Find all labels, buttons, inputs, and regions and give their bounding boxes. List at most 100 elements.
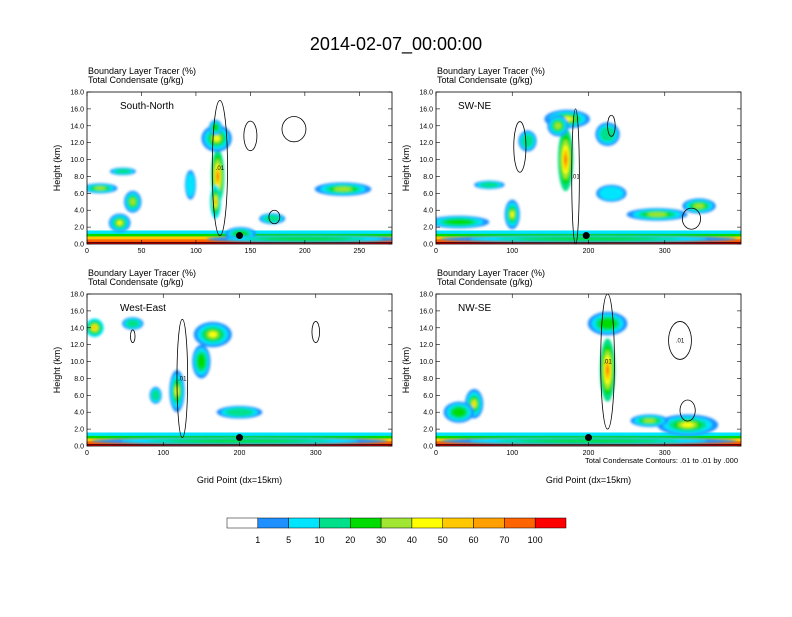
panel-header-field-1: Boundary Layer Tracer (%) (88, 268, 196, 278)
condensate-contour-1 (311, 321, 320, 343)
plume-1-level-40 (213, 135, 220, 142)
colorbar-label: 20 (345, 535, 355, 545)
y-tick-label: 2.0 (423, 427, 433, 434)
panels-group: Boundary Layer Tracer (%) Total Condensat… (52, 66, 742, 485)
y-tick-label: 8.0 (74, 376, 84, 383)
location-marker (236, 232, 243, 240)
y-tick-label: 2.0 (74, 225, 84, 232)
x-tick-label: 200 (583, 450, 595, 457)
y-tick-label: 6.0 (74, 191, 84, 198)
y-tick-label: 18.0 (70, 90, 84, 97)
plume-8-level-30 (693, 203, 705, 209)
condensate-contour-0 (211, 100, 228, 236)
y-tick-label: 16.0 (419, 106, 433, 113)
panel-3: Boundary Layer Tracer (%)Total Condensat… (52, 268, 393, 485)
condensate-contour-3 (268, 209, 281, 225)
condensate-contour-1 (243, 120, 258, 152)
panel-name: West-East (120, 303, 166, 314)
y-tick-label: 0.0 (74, 242, 84, 249)
x-axis-label: Grid Point (dx=15km) (197, 475, 282, 485)
colorbar-label: 60 (469, 535, 479, 545)
colorbar-box (504, 517, 536, 529)
y-tick-label: 10.0 (70, 157, 84, 164)
contour-label-0: .01 (603, 360, 612, 366)
plume-4-level-30 (94, 186, 106, 190)
plume-9-level-10 (479, 182, 499, 188)
y-tick-label: 4.0 (74, 410, 84, 417)
plume-5-level-10 (521, 134, 534, 148)
y-tick-label: 16.0 (70, 308, 84, 315)
y-tick-label: 2.0 (423, 225, 433, 232)
plume-2-level-20 (197, 353, 206, 370)
y-tick-label: 4.0 (423, 208, 433, 215)
colorbar-box (380, 517, 413, 529)
plume-4-level-40 (681, 422, 694, 427)
plume-5-level-10 (225, 408, 254, 417)
plot-frame (86, 91, 393, 245)
y-tick-label: 0.0 (74, 444, 84, 451)
x-tick-label: 0 (85, 248, 89, 255)
x-tick-label: 100 (157, 450, 169, 457)
plume-6-level-40 (117, 221, 122, 225)
x-tick-label: 0 (434, 248, 438, 255)
y-tick-label: 6.0 (423, 191, 433, 198)
plume-12-level-20 (259, 237, 350, 241)
plume-2-level-30 (554, 122, 562, 130)
y-tick-label: 12.0 (70, 140, 84, 147)
x-tick-label: 300 (659, 248, 671, 255)
y-tick-label: 14.0 (70, 325, 84, 332)
plume-3-level-20 (451, 407, 466, 418)
y-axis-label: Height (km) (401, 347, 411, 394)
colorbar-box (226, 517, 259, 529)
colorbar: 1 5 10 20 30 40 50 60 70 100 (226, 517, 567, 545)
plume-7-level-10 (114, 169, 132, 174)
plume-10-level-30 (333, 186, 353, 192)
condensate-contour-3 (681, 207, 701, 230)
y-tick-label: 18.0 (419, 90, 433, 97)
y-tick-label: 12.0 (419, 140, 433, 147)
colorbar-label: 10 (314, 535, 324, 545)
colorbar-box (442, 517, 474, 529)
y-tick-label: 10.0 (419, 359, 433, 366)
contour-note: Total Condensate Contours: .01 to .01 by… (585, 456, 738, 465)
condensate-contour-2 (607, 114, 616, 137)
y-tick-label: 12.0 (419, 342, 433, 349)
tracer-plumes (87, 119, 392, 243)
colorbar-box (257, 517, 289, 529)
plume-7-level-30 (647, 212, 667, 217)
colorbar-label: 40 (407, 535, 417, 545)
plume-0-level-70 (564, 155, 567, 164)
x-tick-label: 100 (190, 248, 202, 255)
y-tick-label: 0.0 (423, 444, 433, 451)
condensate-contour-0 (600, 294, 615, 430)
contour-label-1: .01 (676, 338, 685, 344)
panel-1: Boundary Layer Tracer (%)Total Condensat… (52, 66, 393, 255)
y-tick-label: 14.0 (70, 123, 84, 130)
plume-3-level-40 (510, 211, 514, 218)
y-tick-label: 2.0 (74, 427, 84, 434)
panel-header-field-2: Total Condensate (g/kg) (437, 277, 533, 287)
condensate-contour-2 (679, 399, 696, 422)
x-tick-label: 50 (138, 248, 146, 255)
plume-1-level-20 (598, 318, 617, 329)
y-tick-label: 10.0 (419, 157, 433, 164)
colorbar-box (411, 517, 443, 529)
x-tick-label: 300 (659, 450, 671, 457)
x-tick-label: 300 (310, 450, 322, 457)
panel-name: South-North (120, 101, 174, 112)
y-tick-label: 14.0 (419, 123, 433, 130)
y-tick-label: 0.0 (423, 242, 433, 249)
colorbar-box (350, 517, 382, 529)
panel-header-field-2: Total Condensate (g/kg) (437, 75, 533, 85)
plume-2-level-50 (473, 402, 476, 406)
location-marker (585, 434, 592, 442)
x-tick-label: 100 (506, 248, 518, 255)
y-tick-label: 12.0 (70, 342, 84, 349)
plume-1-level-40 (209, 332, 217, 338)
contour-label-0: .01 (216, 166, 225, 172)
y-tick-label: 4.0 (74, 208, 84, 215)
y-tick-label: 18.0 (419, 292, 433, 299)
condensate-contour-1 (513, 121, 527, 173)
plume-5-level-30 (129, 198, 136, 206)
condensate-contour-2 (130, 329, 136, 343)
